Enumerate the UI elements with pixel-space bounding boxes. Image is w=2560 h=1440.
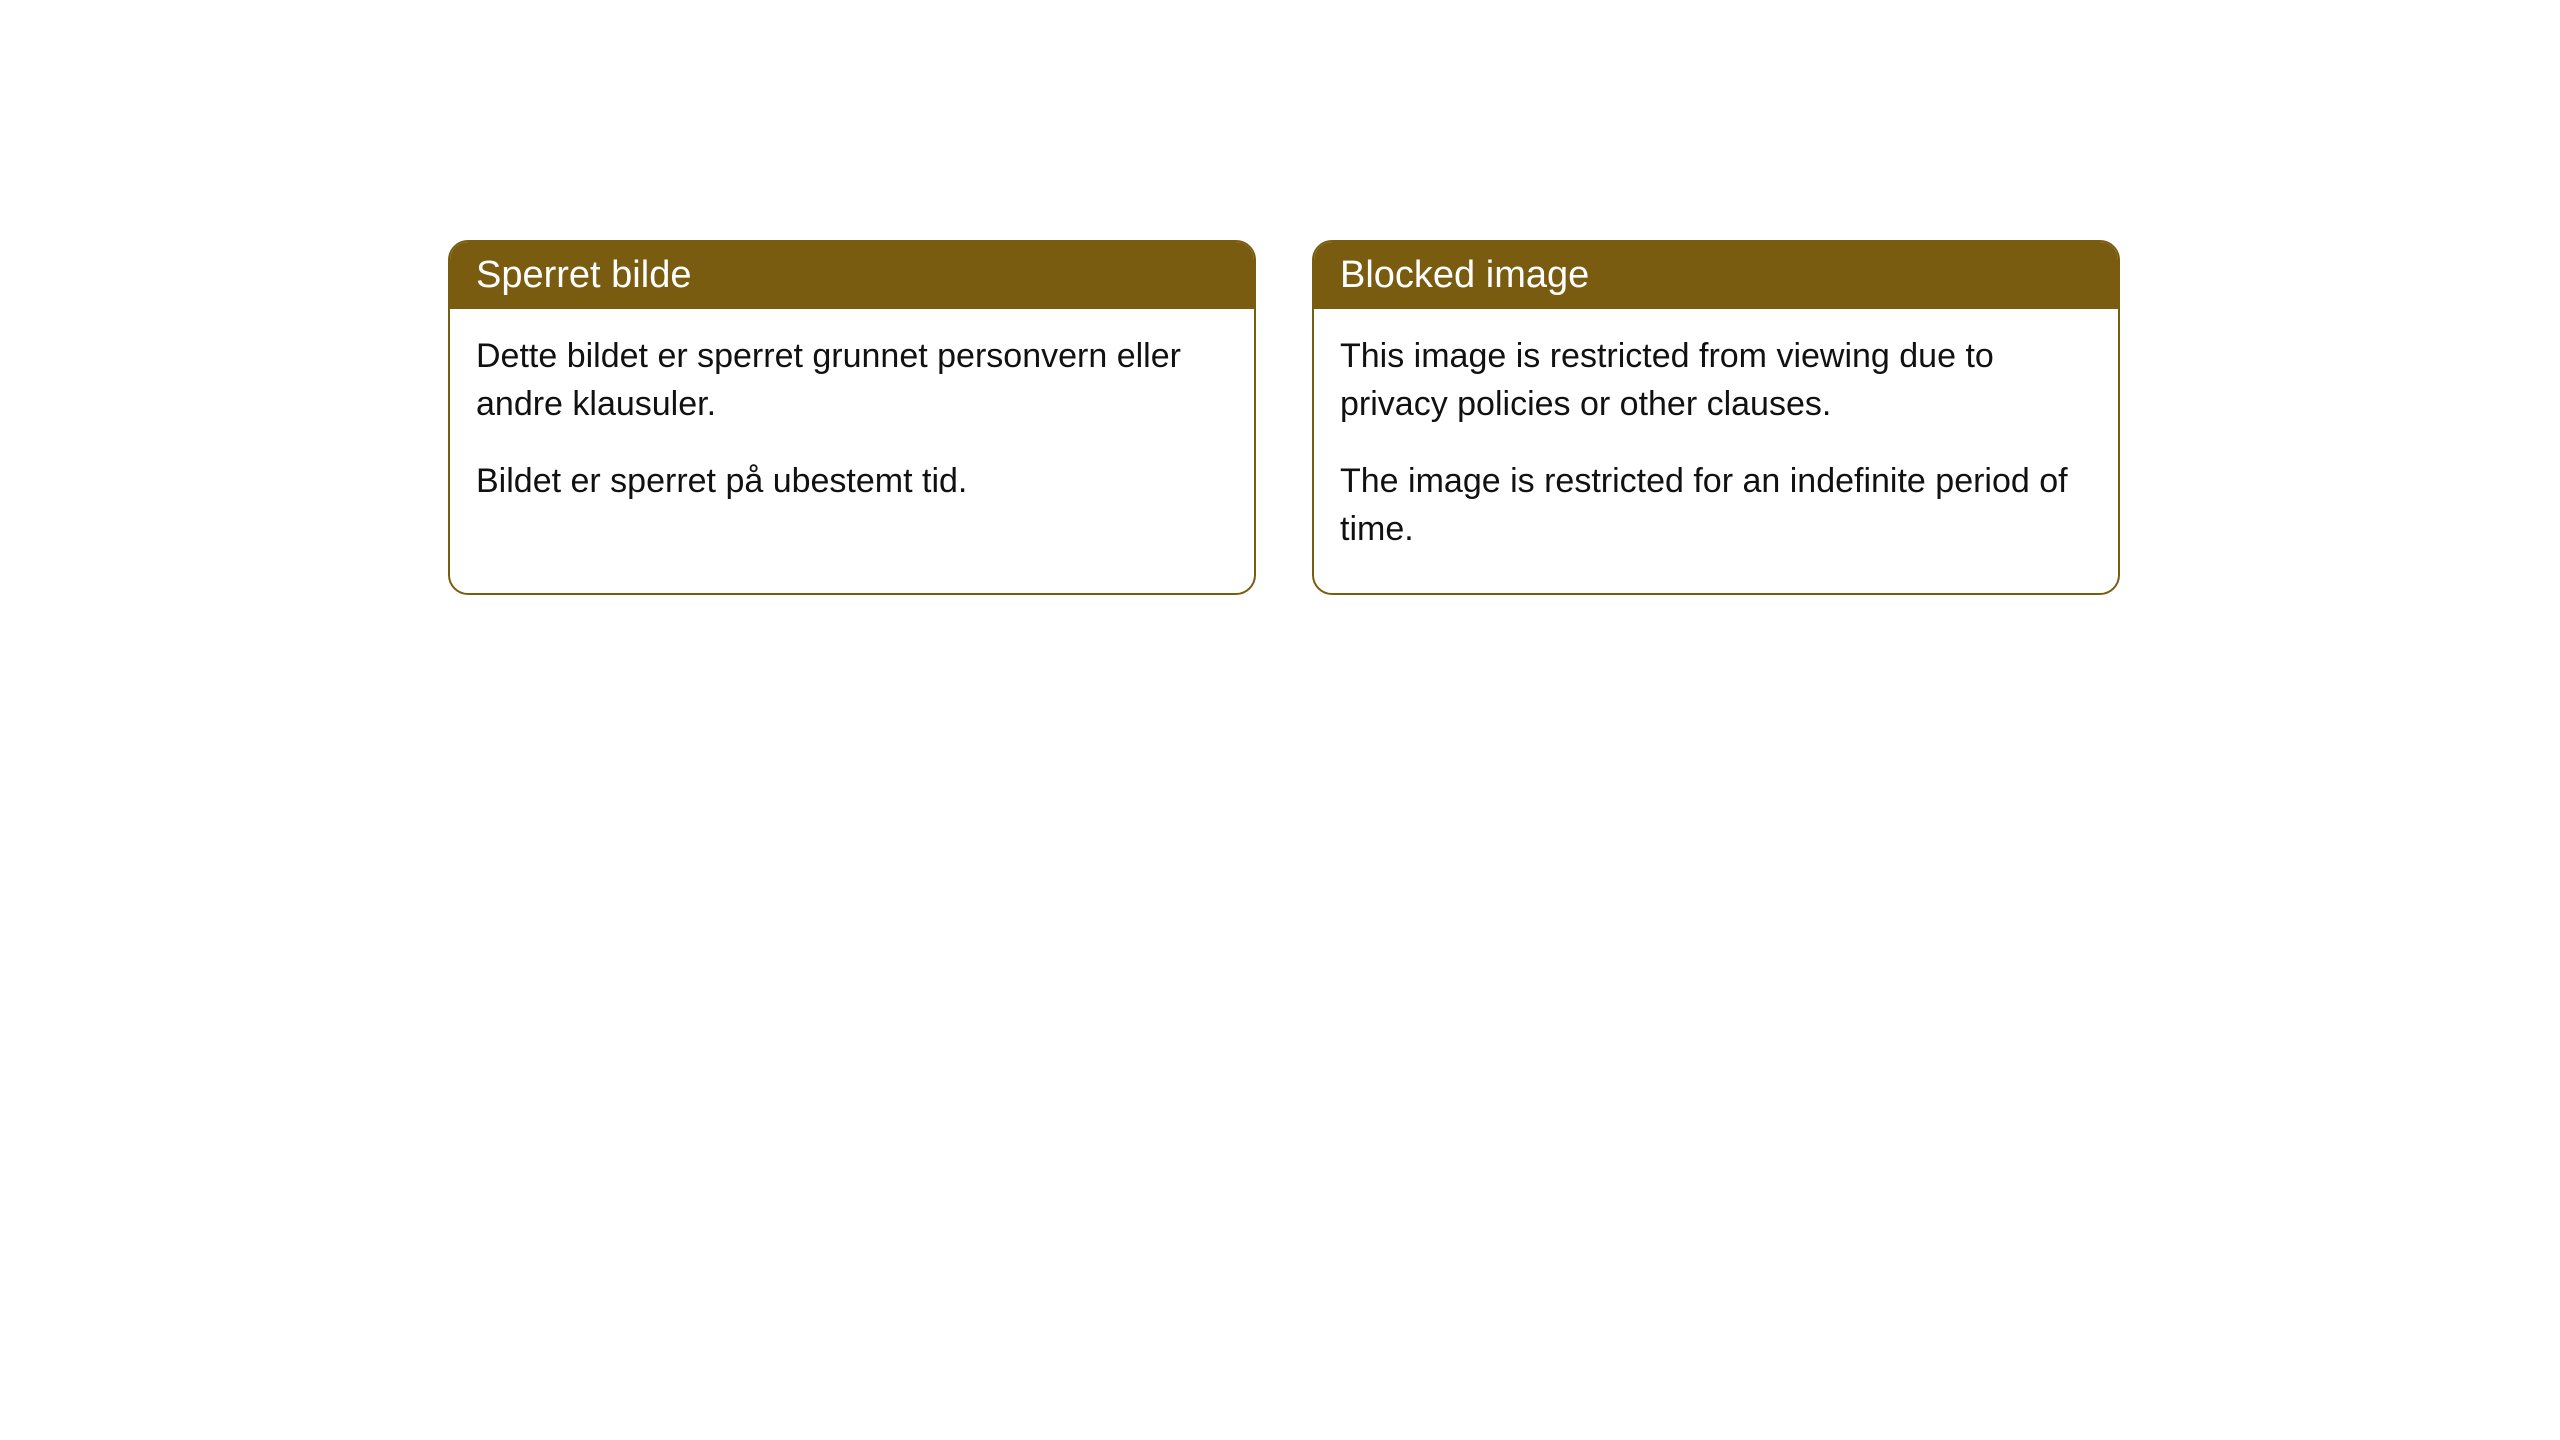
card-body-no: Dette bildet er sperret grunnet personve… xyxy=(450,309,1254,546)
card-text-en-1: This image is restricted from viewing du… xyxy=(1340,333,2092,428)
card-text-no-1: Dette bildet er sperret grunnet personve… xyxy=(476,333,1228,428)
card-header-en: Blocked image xyxy=(1314,242,2118,309)
blocked-image-card-en: Blocked image This image is restricted f… xyxy=(1312,240,2120,595)
card-text-en-2: The image is restricted for an indefinit… xyxy=(1340,458,2092,553)
card-text-no-2: Bildet er sperret på ubestemt tid. xyxy=(476,458,1228,506)
card-body-en: This image is restricted from viewing du… xyxy=(1314,309,2118,593)
notice-container: Sperret bilde Dette bildet er sperret gr… xyxy=(448,240,2120,595)
blocked-image-card-no: Sperret bilde Dette bildet er sperret gr… xyxy=(448,240,1256,595)
card-header-no: Sperret bilde xyxy=(450,242,1254,309)
